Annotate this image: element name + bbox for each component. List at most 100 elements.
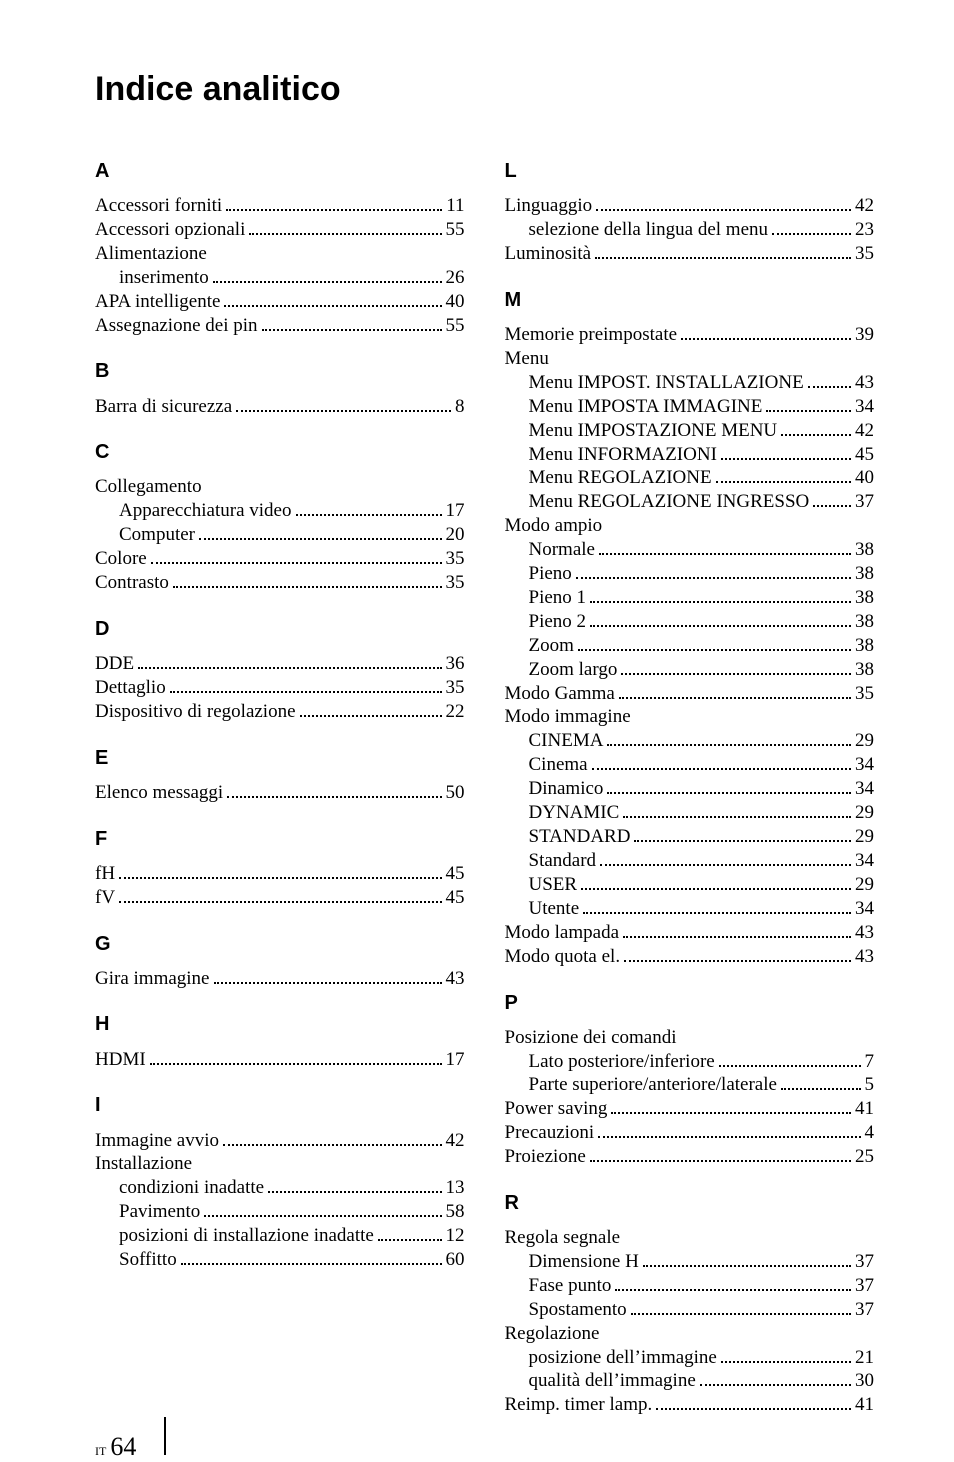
section-letter: A	[95, 159, 465, 184]
index-entry[interactable]: Menu REGOLAZIONE40	[505, 466, 875, 490]
index-entry[interactable]: Gira immagine43	[95, 967, 465, 991]
index-entry[interactable]: fV45	[95, 886, 465, 910]
index-entry-label: Pieno 1	[529, 586, 587, 610]
leader-dots	[268, 1176, 441, 1193]
index-entry[interactable]: Parte superiore/anteriore/laterale5	[505, 1073, 875, 1097]
index-entry[interactable]: Luminosità35	[505, 242, 875, 266]
index-entry[interactable]: Computer20	[95, 523, 465, 547]
index-entry-page: 42	[855, 194, 874, 218]
index-entry[interactable]: Pieno 238	[505, 610, 875, 634]
index-entry-label: posizione dell’immagine	[529, 1346, 717, 1370]
index-entry-page: 38	[855, 586, 874, 610]
index-entry[interactable]: Menu IMPOSTAZIONE MENU42	[505, 418, 875, 442]
leader-dots	[624, 945, 851, 962]
index-entry-page: 42	[446, 1129, 465, 1153]
index-entry[interactable]: fH45	[95, 862, 465, 886]
index-entry[interactable]: Soffitto60	[95, 1248, 465, 1272]
index-entry[interactable]: Proiezione25	[505, 1145, 875, 1169]
index-entry-page: 17	[446, 499, 465, 523]
index-entry[interactable]: posizioni di installazione inadatte12	[95, 1224, 465, 1248]
index-entry[interactable]: Reimp. timer lamp.41	[505, 1393, 875, 1417]
index-entry[interactable]: Zoom largo38	[505, 658, 875, 682]
index-entry[interactable]: Linguaggio42	[505, 194, 875, 218]
index-entry[interactable]: Immagine avvio42	[95, 1128, 465, 1152]
index-entry-page: 5	[865, 1073, 875, 1097]
section-letter: E	[95, 746, 465, 771]
index-header-label: Collegamento	[95, 475, 202, 499]
index-entry[interactable]: Contrasto35	[95, 571, 465, 595]
index-entry[interactable]: inserimento26	[95, 266, 465, 290]
footer-bar	[164, 1417, 166, 1455]
index-entry[interactable]: Precauzioni4	[505, 1121, 875, 1145]
index-entry[interactable]: Menu REGOLAZIONE INGRESSO37	[505, 490, 875, 514]
index-entry-label: Utente	[529, 897, 580, 921]
index-entry[interactable]: APA intelligente40	[95, 290, 465, 314]
index-entry[interactable]: Assegnazione dei pin55	[95, 314, 465, 338]
index-entry[interactable]: CINEMA29	[505, 729, 875, 753]
leader-dots	[596, 194, 851, 211]
left-column: A Accessori forniti11Accessori opzionali5…	[95, 137, 465, 1417]
index-entry[interactable]: Pieno 1 38	[505, 586, 875, 610]
index-entry[interactable]: Dispositivo di regolazione22	[95, 700, 465, 724]
index-entry[interactable]: Apparecchiatura video17	[95, 499, 465, 523]
index-header-label: Modo ampio	[505, 514, 603, 538]
index-entry[interactable]: Memorie preimpostate39	[505, 323, 875, 347]
index-entry[interactable]: STANDARD29	[505, 825, 875, 849]
index-entry[interactable]: Menu IMPOSTA IMMAGINE34	[505, 394, 875, 418]
index-entry-page: 20	[446, 523, 465, 547]
index-entry-label: Menu IMPOST. INSTALLAZIONE	[529, 371, 804, 395]
index-entry-label: Accessori opzionali	[95, 218, 245, 242]
section-letter: F	[95, 827, 465, 852]
index-entry[interactable]: posizione dell’immagine21	[505, 1345, 875, 1369]
index-entry[interactable]: condizioni inadatte13	[95, 1176, 465, 1200]
index-entry[interactable]: DDE36	[95, 652, 465, 676]
leader-dots	[151, 547, 442, 564]
index-entry[interactable]: Modo lampada43	[505, 921, 875, 945]
section-letter: B	[95, 359, 465, 384]
leader-dots	[226, 194, 442, 211]
index-entry-page: 43	[855, 371, 874, 395]
index-entry-label: Menu IMPOSTA IMMAGINE	[529, 395, 763, 419]
index-entry-label: Modo Gamma	[505, 682, 615, 706]
index-entry[interactable]: Normale38	[505, 538, 875, 562]
index-entry-page: 45	[855, 443, 874, 467]
leader-dots	[781, 1073, 861, 1090]
index-entry[interactable]: Barra di sicurezza8	[95, 394, 465, 418]
leader-dots	[813, 490, 851, 507]
index-entry[interactable]: DYNAMIC29	[505, 801, 875, 825]
index-entry[interactable]: Utente34	[505, 897, 875, 921]
index-entry[interactable]: Modo Gamma35	[505, 682, 875, 706]
leader-dots	[766, 394, 851, 411]
index-entry[interactable]: Dettaglio35	[95, 676, 465, 700]
index-entry[interactable]: Colore35	[95, 547, 465, 571]
index-entry[interactable]: Spostamento37	[505, 1298, 875, 1322]
index-entry[interactable]: USER29	[505, 873, 875, 897]
index-header-label: Installazione	[95, 1152, 192, 1176]
leader-dots	[598, 1121, 860, 1138]
index-entry[interactable]: Standard34	[505, 849, 875, 873]
leader-dots	[236, 394, 451, 411]
index-entry[interactable]: selezione della lingua del menu23	[505, 218, 875, 242]
index-entry[interactable]: Pieno38	[505, 562, 875, 586]
index-entry-label: Contrasto	[95, 571, 169, 595]
index-entry[interactable]: Menu IMPOST. INSTALLAZIONE 43	[505, 371, 875, 395]
leader-dots	[119, 862, 441, 879]
index-entry-label: selezione della lingua del menu	[529, 218, 769, 242]
index-entry[interactable]: Accessori opzionali55	[95, 218, 465, 242]
index-entry[interactable]: Lato posteriore/inferiore7	[505, 1049, 875, 1073]
index-entry[interactable]: Modo quota el.43	[505, 945, 875, 969]
index-entry[interactable]: Zoom38	[505, 634, 875, 658]
index-entry[interactable]: qualità dell’immagine30	[505, 1369, 875, 1393]
index-entry[interactable]: Elenco messaggi50	[95, 781, 465, 805]
index-entry[interactable]: Dinamico34	[505, 777, 875, 801]
leader-dots	[213, 266, 442, 283]
index-entry[interactable]: Accessori forniti11	[95, 194, 465, 218]
index-entry[interactable]: HDMI17	[95, 1047, 465, 1071]
index-entry-label: APA intelligente	[95, 290, 220, 314]
index-entry[interactable]: Power saving41	[505, 1097, 875, 1121]
index-entry[interactable]: Fase punto37	[505, 1274, 875, 1298]
index-entry[interactable]: Cinema34	[505, 753, 875, 777]
index-entry[interactable]: Dimensione H37	[505, 1250, 875, 1274]
index-entry[interactable]: Pavimento58	[95, 1200, 465, 1224]
index-entry[interactable]: Menu INFORMAZIONI45	[505, 442, 875, 466]
